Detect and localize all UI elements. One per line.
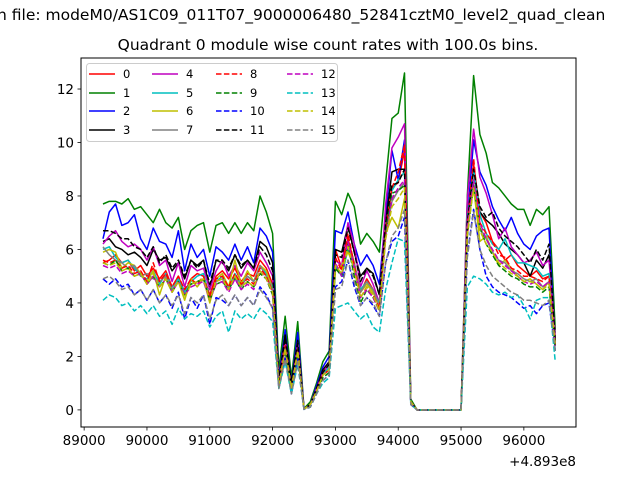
legend-label-0: 0	[123, 67, 130, 81]
legend-label-11: 11	[250, 123, 265, 137]
x-axis: 89000 90000 91000 92000 93000 94000 95000 96000	[63, 427, 545, 449]
chart-title: Quadrant 0 module wise count rates with …	[118, 36, 539, 54]
y-tick-label: 6	[65, 242, 74, 258]
series-line-15	[102, 208, 557, 411]
plot-area	[102, 72, 557, 411]
x-tick-label: 90000	[125, 433, 168, 449]
legend-label-3: 3	[123, 123, 130, 137]
x-tick-label: 94000	[377, 433, 420, 449]
figure-suptitle: n file: modeM0/AS1C09_011T07_9000006480_…	[0, 6, 605, 25]
series-line-11	[102, 168, 557, 411]
x-tick-label: 89000	[63, 433, 106, 449]
legend-label-6: 6	[186, 104, 193, 118]
legend-label-2: 2	[123, 104, 130, 118]
x-tick-label: 92000	[251, 433, 294, 449]
x-tick-label: 93000	[314, 433, 357, 449]
y-tick-label: 8	[65, 189, 74, 205]
y-tick-label: 4	[65, 296, 74, 312]
legend-label-13: 13	[321, 86, 336, 100]
legend-label-14: 14	[321, 104, 336, 118]
axes-frame	[80, 57, 577, 428]
y-tick-label: 12	[57, 82, 74, 98]
y-tick-label: 10	[57, 135, 74, 151]
y-tick-label: 0	[65, 403, 74, 419]
y-axis: 0 2 4 6 8 10 12	[57, 82, 81, 419]
y-tick-label: 2	[65, 349, 74, 365]
legend-label-10: 10	[250, 104, 265, 118]
legend-label-9: 9	[250, 86, 257, 100]
legend-label-8: 8	[250, 67, 257, 81]
x-tick-label: 95000	[440, 433, 483, 449]
x-tick-label: 96000	[502, 433, 545, 449]
legend-label-4: 4	[186, 67, 193, 81]
legend-label-1: 1	[123, 86, 130, 100]
x-tick-label: 91000	[188, 433, 231, 449]
legend-label-15: 15	[321, 123, 336, 137]
series-line-14	[102, 187, 557, 411]
x-offset-label: +4.893e8	[509, 454, 576, 470]
legend-label-7: 7	[186, 123, 193, 137]
legend-label-12: 12	[321, 67, 336, 81]
legend-label-5: 5	[186, 86, 193, 100]
legend-frame	[86, 63, 338, 142]
series-line-13	[102, 238, 557, 411]
